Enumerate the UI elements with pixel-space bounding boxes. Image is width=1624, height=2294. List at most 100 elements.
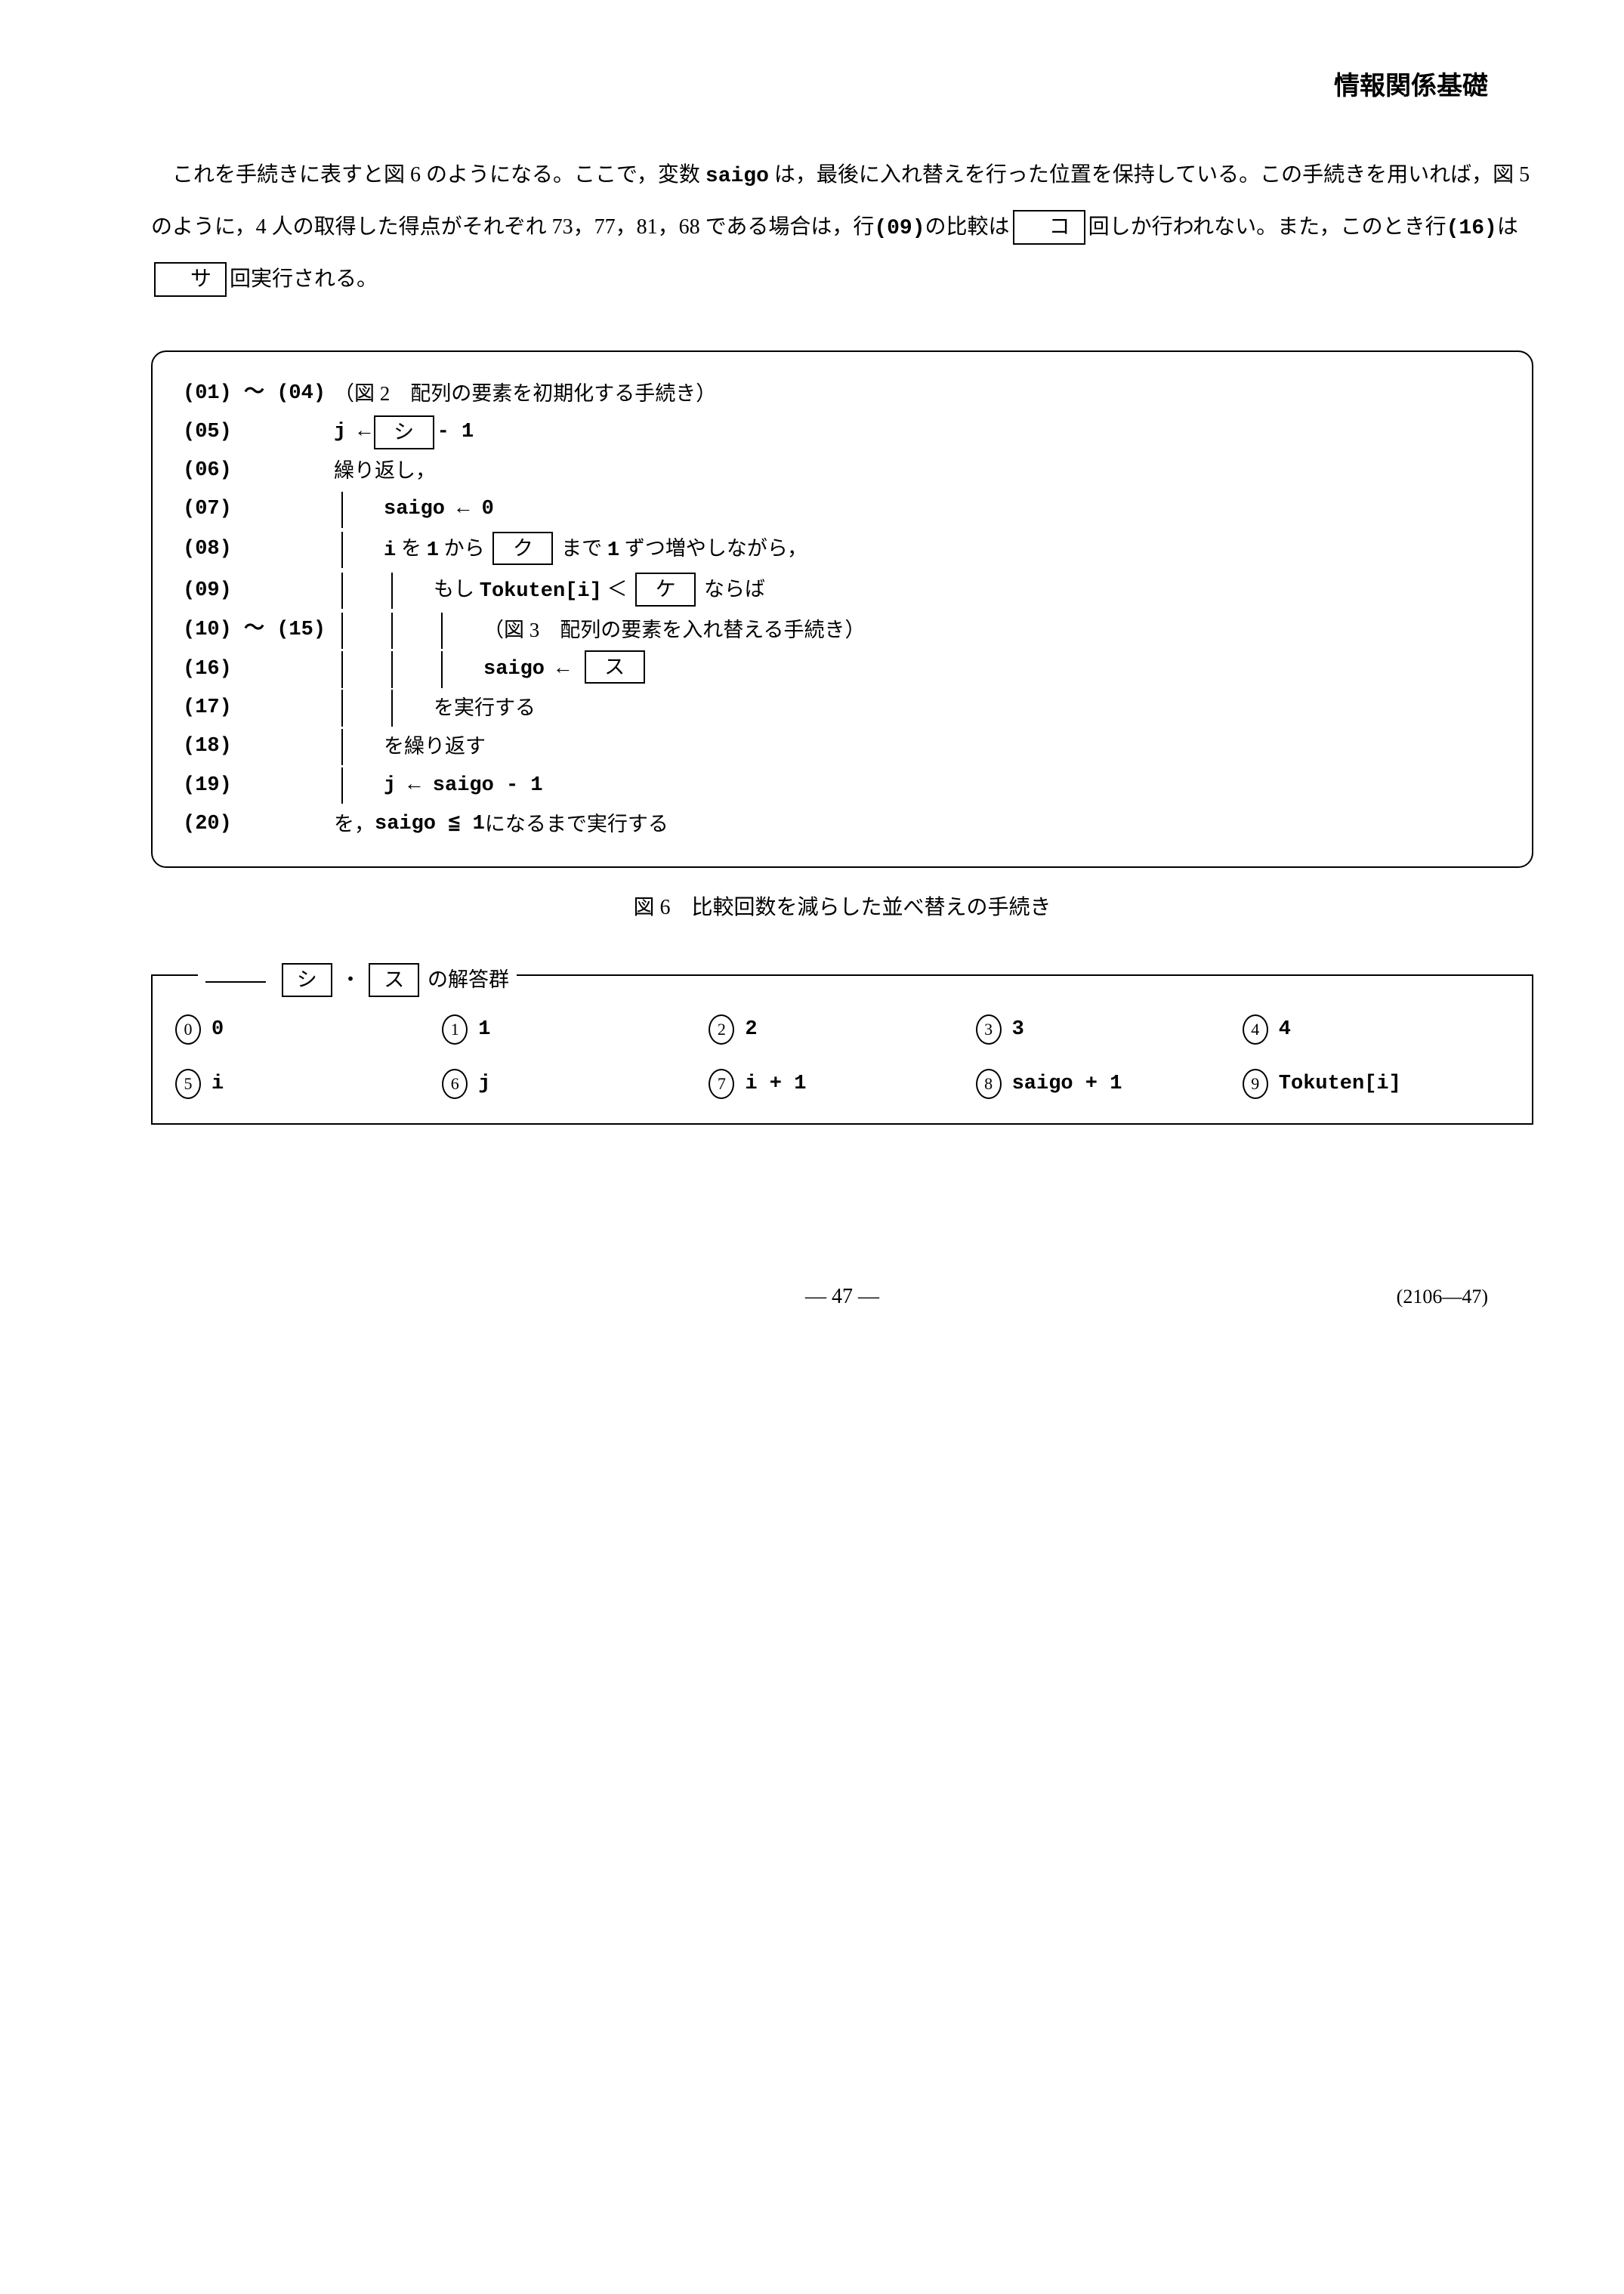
option-number-icon: 0 (175, 1014, 201, 1045)
code-text: - 1 (437, 413, 474, 452)
code-text: j ← (334, 413, 371, 452)
code-text: saigo ≦ 1 (375, 805, 485, 844)
option-value: 3 (1012, 1009, 1024, 1050)
figure-caption: 図 6 比較回数を減らした並べ替えの手続き (151, 887, 1533, 929)
document-code: (2106—47) (1397, 1277, 1488, 1317)
code-text: になるまで実行する (485, 805, 668, 844)
text: これを手続きに表すと図 6 のようになる。ここで，変数 (172, 163, 705, 187)
option-number-icon: 9 (1243, 1069, 1268, 1099)
blank-sa: サ (154, 262, 227, 297)
option-value: 2 (745, 1009, 757, 1050)
nesting-bar (341, 690, 343, 727)
nesting-bar (391, 651, 393, 688)
page-number: — 47 — (805, 1276, 879, 1318)
rule-line (205, 981, 266, 983)
nesting-bar (341, 767, 343, 804)
line-number: (08) (183, 530, 334, 569)
answer-option: 9Tokuten[i] (1243, 1064, 1509, 1104)
answer-option: 11 (442, 1009, 709, 1050)
nesting-bar (441, 613, 443, 650)
title-blank-su: ス (369, 963, 419, 997)
text: は (1497, 215, 1518, 239)
code-text: ずつ増やしながら， (619, 537, 807, 560)
code-text: ならば (699, 578, 765, 601)
line-number: (01) ～ (04) (183, 375, 334, 413)
body-paragraph: これを手続きに表すと図 6 のようになる。ここで，変数 saigo は，最後に入… (151, 150, 1533, 305)
answer-option: 7 i + 1 (709, 1064, 975, 1104)
blank-ke: ケ (635, 573, 696, 607)
line-number: (20) (183, 805, 334, 844)
option-value: j (478, 1064, 490, 1104)
line-number: (07) (183, 490, 334, 529)
option-value: 1 (478, 1009, 490, 1050)
code-text: saigo ← (483, 658, 582, 681)
nesting-bar (391, 690, 393, 727)
line-number: (09) (183, 572, 334, 610)
answer-options-grid: 00 11 22 33 44 5i 6j 7 i + 1 8saigo + 1 9… (175, 1009, 1509, 1104)
code-text: ＜ (602, 578, 633, 601)
nesting-bar (341, 532, 343, 569)
code-line-10-15: (10) ～ (15) （図 3 配列の要素を入れ替える手続き） (183, 611, 1502, 650)
code-text: Tokuten[i] (480, 580, 602, 603)
code-text: 1 (607, 539, 619, 562)
option-number-icon: 2 (709, 1014, 734, 1045)
option-value: i (211, 1064, 224, 1104)
line-number: (10) ～ (15) (183, 611, 334, 650)
text: 回しか行われない。また，このとき行 (1088, 215, 1446, 239)
answer-option: 44 (1243, 1009, 1509, 1050)
variable-saigo: saigo (705, 165, 769, 188)
answer-option: 5i (175, 1064, 442, 1104)
code-text: まで (556, 537, 607, 560)
line-number: (19) (183, 767, 334, 805)
line-number: (17) (183, 689, 334, 727)
code-line-17: (17) を実行する (183, 689, 1502, 727)
code-text: saigo ← 0 (384, 490, 494, 529)
code-text: i (384, 539, 396, 562)
answer-group-title: シ ・ ス の解答群 (198, 959, 517, 1000)
blank-ku: ク (492, 532, 553, 566)
answer-option: 00 (175, 1009, 442, 1050)
option-number-icon: 1 (442, 1014, 468, 1045)
code-line-20: (20) を，saigo ≦ 1 になるまで実行する (183, 805, 1502, 844)
answer-option: 8saigo + 1 (976, 1064, 1243, 1104)
code-text: 1 (427, 539, 439, 562)
code-text: もし (434, 578, 480, 601)
option-value: i + 1 (745, 1064, 806, 1104)
code-text: を (396, 537, 427, 560)
blank-su: ス (585, 650, 645, 684)
code-text: を実行する (434, 689, 536, 727)
title-blank-shi: シ (282, 963, 332, 997)
nesting-bar (341, 492, 343, 529)
option-number-icon: 4 (1243, 1014, 1268, 1045)
nesting-bar (341, 651, 343, 688)
blank-shi: シ (374, 415, 434, 449)
subject-title: 情報関係基礎 (151, 60, 1488, 112)
line-number: (06) (183, 452, 334, 490)
nesting-bar (441, 651, 443, 688)
nesting-bar (341, 573, 343, 610)
code-line-06: (06) 繰り返し， (183, 452, 1502, 490)
nesting-bar (341, 613, 343, 650)
title-sep: ・ (341, 968, 361, 991)
title-suffix: の解答群 (428, 968, 509, 991)
answer-option: 33 (976, 1009, 1243, 1050)
code-line-08: (08) i を 1 から ク まで 1 ずつ増やしながら， (183, 530, 1502, 570)
line-number: (16) (183, 650, 334, 689)
answer-option: 22 (709, 1009, 975, 1050)
nesting-bar (391, 613, 393, 650)
option-number-icon: 5 (175, 1069, 201, 1099)
option-number-icon: 7 (709, 1069, 734, 1099)
option-value: 0 (211, 1009, 224, 1050)
code-line-01-04: (01) ～ (04) （図 2 配列の要素を初期化する手続き） (183, 375, 1502, 413)
text: 回実行される。 (230, 267, 378, 291)
page-footer: — 47 — (2106—47) (151, 1276, 1533, 1318)
row-ref-16: (16) (1446, 217, 1497, 240)
option-value: saigo + 1 (1012, 1064, 1122, 1104)
option-number-icon: 3 (976, 1014, 1002, 1045)
answer-option: 6j (442, 1064, 709, 1104)
code-line-09: (09) もし Tokuten[i] ＜ ケ ならば (183, 570, 1502, 611)
line-number: (18) (183, 727, 334, 766)
blank-ko: コ (1013, 210, 1085, 245)
line-number: (05) (183, 413, 334, 452)
code-line-05: (05) j ← シ - 1 (183, 413, 1502, 452)
